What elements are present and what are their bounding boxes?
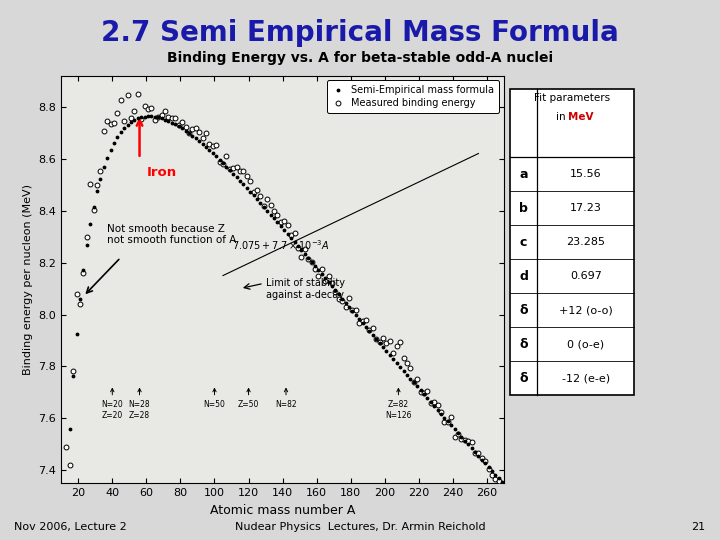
- Text: MeV: MeV: [569, 112, 594, 122]
- Legend: Semi-Empirical mass formula, Measured binding energy: Semi-Empirical mass formula, Measured bi…: [327, 80, 499, 113]
- Line: Measured binding energy: Measured binding energy: [47, 92, 501, 540]
- Text: Binding Energy vs. A for beta-stable odd-A nuclei: Binding Energy vs. A for beta-stable odd…: [167, 51, 553, 65]
- Text: N=50: N=50: [204, 400, 225, 409]
- Text: a: a: [519, 167, 528, 181]
- Measured binding energy: [76, 301, 84, 308]
- X-axis label: Atomic mass number A: Atomic mass number A: [210, 504, 355, 517]
- Text: Not smooth because Z
not smooth function of A: Not smooth because Z not smooth function…: [107, 224, 237, 245]
- Text: $7.075+7.7\times10^{-3}A$: $7.075+7.7\times10^{-3}A$: [232, 238, 329, 252]
- Text: N=82: N=82: [275, 400, 297, 409]
- Text: Iron: Iron: [146, 166, 176, 179]
- Text: δ: δ: [519, 303, 528, 317]
- Text: d: d: [519, 269, 528, 283]
- Text: δ: δ: [519, 372, 528, 385]
- Text: 17.23: 17.23: [570, 203, 602, 213]
- Line: Semi-Empirical mass formula: Semi-Empirical mass formula: [47, 114, 505, 540]
- Semi-Empirical mass formula: [69, 373, 78, 380]
- Text: Z=82
N=126: Z=82 N=126: [385, 400, 412, 420]
- Text: 21: 21: [691, 522, 706, 532]
- Text: 15.56: 15.56: [570, 169, 601, 179]
- Text: δ: δ: [519, 338, 528, 351]
- Text: Nudear Physics  Lectures, Dr. Armin Reichold: Nudear Physics Lectures, Dr. Armin Reich…: [235, 522, 485, 532]
- Text: N=28
Z=28: N=28 Z=28: [129, 400, 150, 420]
- Text: Limit of stability
against a-decay: Limit of stability against a-decay: [266, 278, 345, 300]
- Semi-Empirical mass formula: [144, 113, 153, 119]
- Measured binding energy: [471, 450, 480, 456]
- Semi-Empirical mass formula: [222, 163, 230, 170]
- Text: b: b: [519, 201, 528, 215]
- Semi-Empirical mass formula: [161, 116, 169, 123]
- Measured binding energy: [495, 478, 503, 484]
- Measured binding energy: [359, 318, 367, 324]
- Measured binding energy: [481, 458, 490, 465]
- Text: 0.697: 0.697: [570, 271, 602, 281]
- Semi-Empirical mass formula: [471, 449, 480, 455]
- Text: Z=50: Z=50: [238, 400, 259, 409]
- Measured binding energy: [133, 91, 142, 97]
- Text: c: c: [520, 235, 527, 249]
- Text: -12 (e-e): -12 (e-e): [562, 373, 610, 383]
- Measured binding energy: [331, 288, 340, 295]
- Measured binding energy: [345, 295, 354, 301]
- Text: 2.7 Semi Empirical Mass Formula: 2.7 Semi Empirical Mass Formula: [101, 19, 619, 47]
- Text: Fit parameters: Fit parameters: [534, 93, 610, 104]
- Text: in: in: [556, 112, 569, 122]
- Text: N=20
Z=20: N=20 Z=20: [102, 400, 123, 420]
- Text: 0 (o-e): 0 (o-e): [567, 339, 604, 349]
- Y-axis label: Binding energy per nucleon (MeV): Binding energy per nucleon (MeV): [23, 184, 33, 375]
- Semi-Empirical mass formula: [474, 453, 483, 459]
- Semi-Empirical mass formula: [147, 113, 156, 119]
- Text: 23.285: 23.285: [566, 237, 606, 247]
- Semi-Empirical mass formula: [498, 479, 507, 485]
- Text: +12 (o-o): +12 (o-o): [559, 305, 613, 315]
- Text: Nov 2006, Lecture 2: Nov 2006, Lecture 2: [14, 522, 127, 532]
